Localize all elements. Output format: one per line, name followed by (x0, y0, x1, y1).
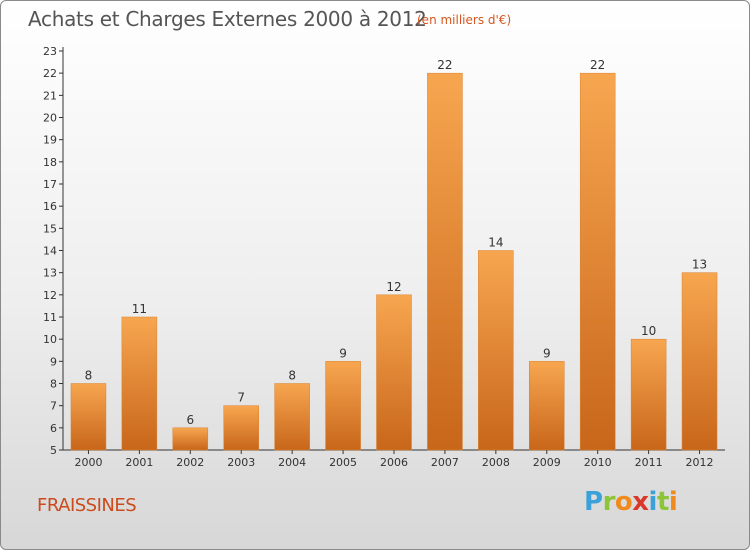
bar-value-label: 7 (237, 391, 245, 405)
bar-value-label: 8 (288, 369, 296, 383)
y-tick-label: 6 (50, 422, 57, 435)
y-tick-label: 17 (43, 178, 57, 191)
bar-2004 (274, 383, 310, 451)
bar-2012 (681, 272, 718, 451)
bar-2010 (579, 72, 616, 451)
proxiti-logo: Proxiti (584, 487, 678, 517)
bar-value-label: 14 (488, 236, 503, 250)
bar-2003 (223, 405, 259, 451)
bar-value-label: 13 (692, 258, 707, 272)
bar-value-label: 10 (641, 324, 656, 338)
x-tick-label: 2010 (584, 456, 612, 469)
x-tick-label: 2009 (533, 456, 561, 469)
y-tick-label: 15 (43, 222, 57, 235)
y-tick-label: 20 (43, 112, 57, 125)
x-tick-label: 2012 (686, 456, 714, 469)
x-tick-label: 2005 (329, 456, 357, 469)
x-tick-label: 2000 (74, 456, 102, 469)
y-tick-label: 8 (50, 378, 57, 391)
y-tick-label: 11 (43, 311, 57, 324)
y-tick-label: 13 (43, 267, 57, 280)
y-tick-label: 7 (50, 400, 57, 413)
x-tick-label: 2011 (635, 456, 663, 469)
y-tick-label: 23 (43, 45, 57, 58)
bar-value-label: 22 (590, 58, 605, 72)
x-tick-label: 2003 (227, 456, 255, 469)
y-tick-label: 21 (43, 89, 57, 102)
bar-2001 (121, 316, 158, 451)
x-tick-label: 2007 (431, 456, 459, 469)
y-tick-label: 14 (43, 245, 57, 258)
bar-2007 (427, 72, 463, 451)
x-tick-label: 2008 (482, 456, 510, 469)
chart-subtitle: (en milliers d'€) (417, 13, 512, 27)
bar-2008 (478, 250, 514, 451)
bar-2002 (172, 427, 209, 451)
bar-2005 (325, 361, 361, 451)
y-tick-label: 19 (43, 134, 57, 147)
bar-2000 (70, 383, 107, 451)
bar-2006 (376, 294, 412, 451)
chart-title: Achats et Charges Externes 2000 à 2012 (28, 7, 427, 31)
bar-value-label: 8 (85, 369, 93, 383)
y-tick-label: 22 (43, 67, 57, 80)
y-tick-label: 16 (43, 200, 57, 213)
bar-value-label: 9 (543, 346, 551, 360)
bar-value-label: 6 (186, 413, 194, 427)
bar-value-label: 11 (132, 302, 147, 316)
bar-value-label: 9 (339, 346, 347, 360)
x-tick-label: 2006 (380, 456, 408, 469)
bar-2009 (529, 361, 565, 451)
bar-2011 (630, 338, 667, 451)
town-name: FRAISSINES (37, 495, 137, 516)
y-tick-label: 5 (50, 444, 57, 457)
y-tick-label: 12 (43, 289, 57, 302)
x-tick-label: 2002 (176, 456, 204, 469)
y-tick-label: 10 (43, 333, 57, 346)
x-tick-label: 2001 (125, 456, 153, 469)
y-tick-label: 18 (43, 156, 57, 169)
bar-value-label: 22 (437, 58, 452, 72)
x-tick-label: 2004 (278, 456, 306, 469)
bar-value-label: 12 (386, 280, 401, 294)
y-tick-label: 9 (50, 355, 57, 368)
